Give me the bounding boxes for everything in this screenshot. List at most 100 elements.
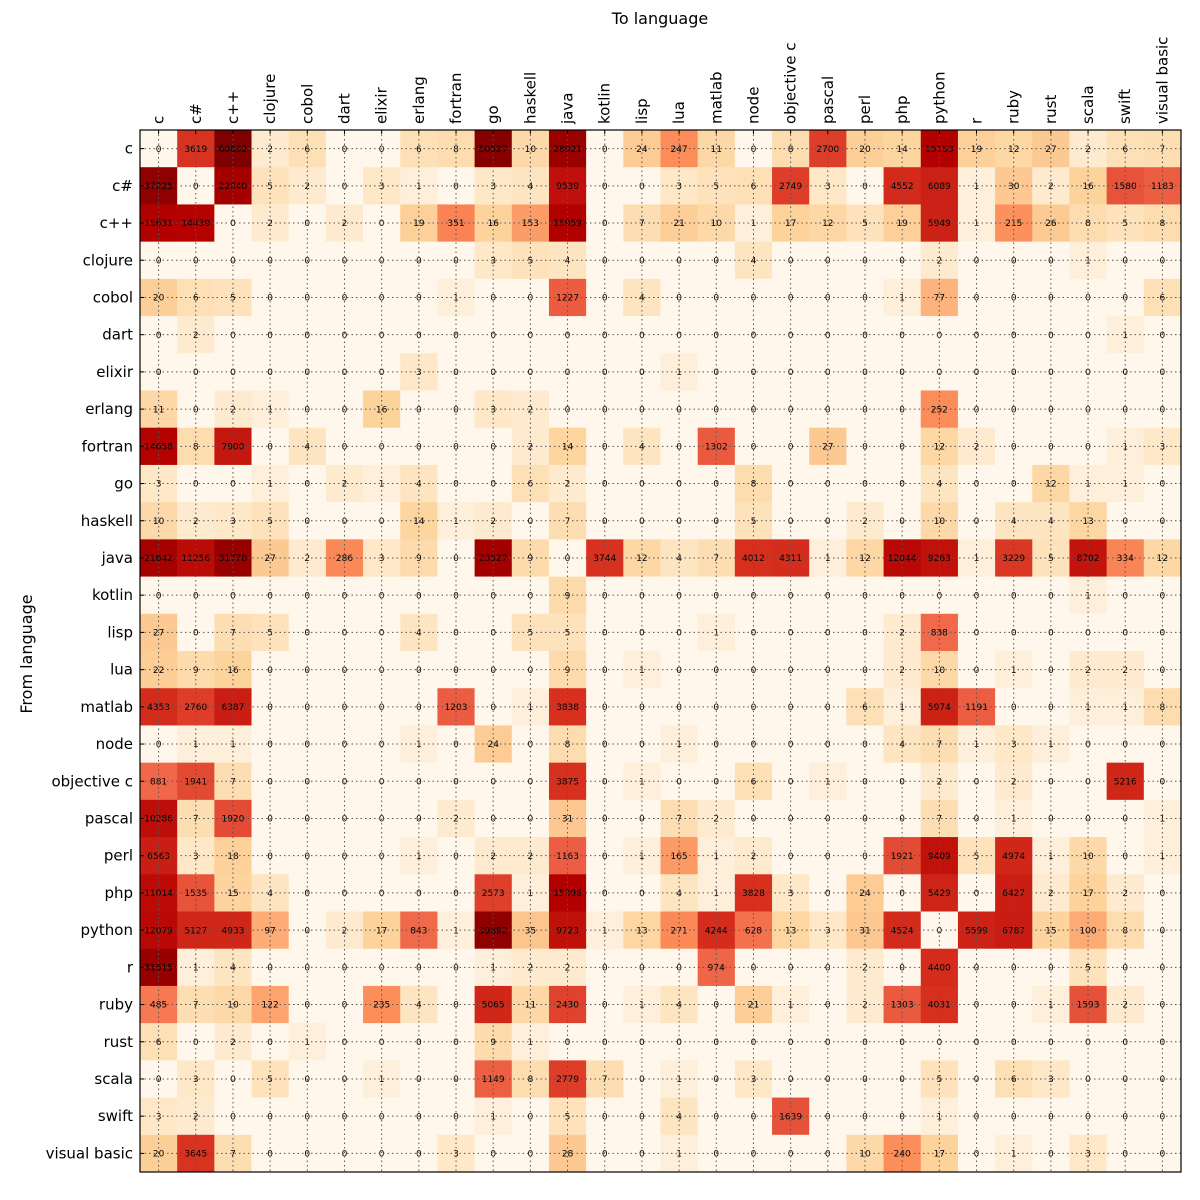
cell-value-label: 0 — [1011, 294, 1017, 304]
heatmap-cell — [363, 762, 401, 801]
cell-value-label: 351 — [447, 219, 464, 229]
cell-value-label: 0 — [1048, 331, 1054, 341]
cell-value-label: 0 — [936, 1038, 942, 1048]
cell-value-label: 0 — [825, 480, 831, 490]
cell-value-label: 0 — [490, 777, 496, 787]
y-tick-label: elixir — [96, 363, 134, 381]
cell-value-label: 0 — [342, 443, 348, 453]
cell-value-label: 14 — [896, 145, 908, 155]
cell-value-label: 0 — [490, 294, 496, 304]
cell-value-label: 1227 — [556, 294, 579, 304]
cell-value-label: 235 — [373, 1001, 390, 1011]
cell-value-label: 4 — [416, 480, 422, 490]
cell-value-label: 0 — [1048, 443, 1054, 453]
cell-value-label: 4 — [416, 629, 422, 639]
cell-value-label: 0 — [379, 777, 385, 787]
cell-value-label: 1 — [416, 182, 422, 192]
cell-value-label: 11014 — [144, 889, 173, 899]
cell-value-label: 1 — [788, 1001, 794, 1011]
cell-value-label: 10 — [711, 219, 723, 229]
y-tick-label: pascal — [85, 809, 133, 827]
cell-value-label: 0 — [974, 777, 980, 787]
cell-value-label: 6 — [156, 1038, 162, 1048]
cell-value-label: 1 — [974, 219, 980, 229]
cell-value-label: 0 — [490, 443, 496, 453]
cell-value-label: 1 — [528, 703, 534, 713]
cell-value-label: 2 — [230, 1038, 236, 1048]
cell-value-label: 0 — [528, 1112, 534, 1122]
cell-value-label: 1639 — [779, 1112, 802, 1122]
cell-value-label: 0 — [1011, 443, 1017, 453]
cell-value-label: 7 — [936, 740, 942, 750]
cell-value-label: 0 — [899, 331, 905, 341]
x-axis-title: To language — [611, 9, 708, 28]
cell-value-label: 3 — [193, 852, 199, 862]
cell-value-label: 0 — [713, 1112, 719, 1122]
y-tick-label: c# — [112, 177, 133, 195]
cell-value-label: 0 — [379, 889, 385, 899]
cell-value-label: 4 — [676, 1112, 682, 1122]
x-tick-label: cobol — [298, 84, 316, 124]
cell-value-label: 0 — [825, 331, 831, 341]
cell-value-label: 0 — [490, 591, 496, 601]
cell-value-label: 0 — [825, 591, 831, 601]
cell-value-label: 1191 — [965, 703, 988, 713]
cell-value-label: 9 — [565, 591, 571, 601]
cell-value-label: 3 — [676, 182, 682, 192]
cell-value-label: 6 — [416, 145, 422, 155]
cell-value-label: 0 — [193, 591, 199, 601]
cell-value-label: 0 — [1085, 1112, 1091, 1122]
cell-value-label: 6 — [304, 145, 310, 155]
cell-value-label: 0 — [1048, 294, 1054, 304]
heatmap-cell — [1069, 762, 1108, 801]
cell-value-label: 0 — [639, 889, 645, 899]
cell-value-label: 0 — [490, 703, 496, 713]
cell-value-label: 0 — [342, 1150, 348, 1160]
x-tick-label: erlang — [410, 76, 428, 124]
cell-value-label: 0 — [416, 331, 422, 341]
cell-value-label: 0 — [639, 1150, 645, 1160]
cell-value-label: 31778 — [219, 554, 248, 564]
cell-value-label: 8 — [193, 443, 199, 453]
cell-value-label: 2 — [1085, 145, 1091, 155]
cell-value-label: 1 — [825, 554, 831, 564]
cell-value-label: 6 — [751, 777, 757, 787]
cell-value-label: 0 — [453, 852, 459, 862]
cell-value-label: 6 — [862, 703, 868, 713]
cell-value-label: 0 — [713, 294, 719, 304]
cell-value-label: 0 — [602, 182, 608, 192]
heatmap-cell — [214, 204, 252, 243]
cell-value-label: 0 — [1160, 777, 1166, 787]
cell-value-label: 5 — [267, 629, 273, 639]
heatmap-cell — [623, 762, 661, 801]
cell-value-label: 0 — [974, 964, 980, 974]
cell-value-label: 240 — [894, 1150, 911, 1160]
cell-value-label: 2430 — [556, 1001, 579, 1011]
heatmap-cell — [214, 762, 252, 801]
cell-value-label: 9409 — [928, 852, 951, 862]
y-tick-label: lua — [110, 661, 133, 679]
cell-value-label: 0 — [342, 1001, 348, 1011]
cell-value-label: 1 — [416, 740, 422, 750]
cell-value-label: 0 — [453, 1038, 459, 1048]
cell-value-label: 27 — [264, 554, 275, 564]
cell-value-label: 153 — [522, 219, 539, 229]
cell-value-label: 60632 — [219, 145, 248, 155]
cell-value-label: 3 — [453, 1150, 459, 1160]
cell-value-label: 0 — [1085, 443, 1091, 453]
cell-value-label: 3838 — [556, 703, 579, 713]
cell-value-label: 5429 — [928, 889, 951, 899]
cell-value-label: 0 — [379, 629, 385, 639]
cell-value-label: 3619 — [184, 145, 207, 155]
cell-value-label: 0 — [379, 145, 385, 155]
cell-value-label: 0 — [379, 964, 385, 974]
cell-value-label: 0 — [788, 1150, 794, 1160]
cell-value-label: 1 — [713, 852, 719, 862]
cell-value-label: 0 — [751, 1150, 757, 1160]
cell-value-label: 0 — [713, 1038, 719, 1048]
cell-value-label: 0 — [304, 703, 310, 713]
cell-value-label: 8 — [1160, 703, 1166, 713]
cell-value-label: 4 — [528, 182, 534, 192]
cell-value-label: 0 — [1122, 740, 1128, 750]
cell-value-label: 0 — [1048, 591, 1054, 601]
